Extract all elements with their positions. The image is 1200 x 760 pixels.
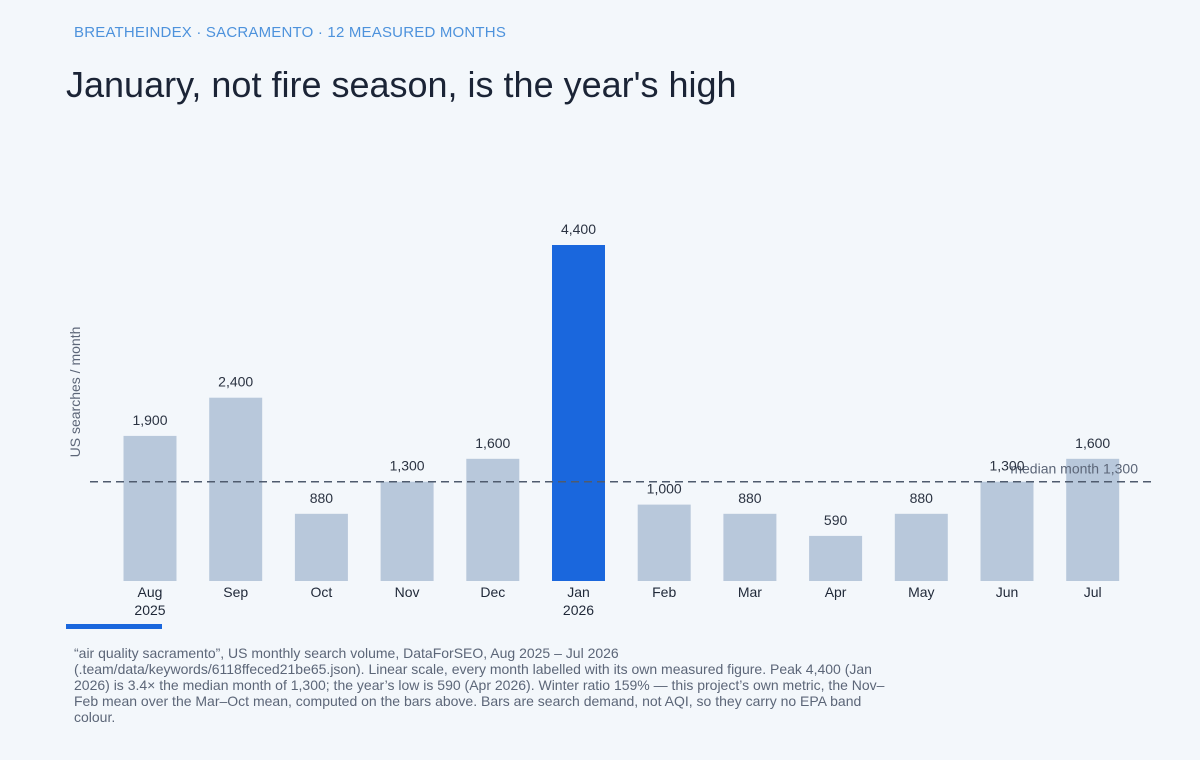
median-label: median month 1,300 [1010, 461, 1138, 477]
x-tick-label: Nov [395, 584, 420, 600]
bar-jun [980, 481, 1034, 581]
bar-apr [809, 535, 863, 581]
accent-rule [66, 624, 162, 629]
bar-dec [466, 458, 520, 581]
x-tick-label: May [908, 584, 934, 600]
chart-eyebrow: BREATHEINDEX · SACRAMENTO · 12 MEASURED … [74, 24, 507, 41]
bar-chart: US searches / month median month 1,300 1… [67, 221, 1152, 618]
footnote: “air quality sacramento”, US monthly sea… [74, 645, 885, 725]
x-tick-label: Oct [311, 584, 333, 600]
bar-jul [1066, 458, 1120, 581]
x-tick-label: Jan [567, 584, 590, 600]
x-tick-label: Mar [738, 584, 762, 600]
value-label: 880 [910, 490, 934, 506]
x-tick-label: Feb [652, 584, 676, 600]
value-label: 2,400 [218, 374, 253, 390]
value-label: 1,900 [132, 412, 167, 428]
x-tick-label: Aug [138, 584, 163, 600]
bar-nov [380, 481, 434, 581]
value-label: 590 [824, 512, 848, 528]
bar-mar [723, 513, 777, 581]
value-label: 880 [738, 490, 762, 506]
bar-oct [294, 513, 348, 581]
bar-aug [123, 435, 177, 581]
x-tick-label: Apr [825, 584, 847, 600]
x-tick-year: 2025 [134, 602, 165, 618]
labels-group: 1,900 Aug 2025 2,400 Sep 880 Oct 1,300 Nov 1,600 D… [132, 221, 1110, 618]
value-label: 1,300 [989, 458, 1024, 474]
value-label: 1,600 [475, 435, 510, 451]
value-label: 1,000 [647, 481, 682, 497]
x-tick-label: Sep [223, 584, 248, 600]
x-tick-label: Jun [996, 584, 1019, 600]
bar-sep [209, 397, 263, 581]
value-label: 4,400 [561, 221, 596, 237]
value-label: 1,600 [1075, 435, 1110, 451]
value-label: 1,300 [390, 458, 425, 474]
bars-group [123, 245, 1120, 581]
x-tick-year: 2026 [563, 602, 594, 618]
chart-title: January, not fire season, is the year's … [66, 64, 737, 105]
x-tick-label: Jul [1084, 584, 1102, 600]
bar-jan [552, 245, 605, 581]
bar-feb [637, 504, 691, 581]
value-label: 880 [310, 490, 334, 506]
y-axis-label: US searches / month [67, 327, 83, 458]
x-tick-label: Dec [480, 584, 505, 600]
bar-may [894, 513, 948, 581]
